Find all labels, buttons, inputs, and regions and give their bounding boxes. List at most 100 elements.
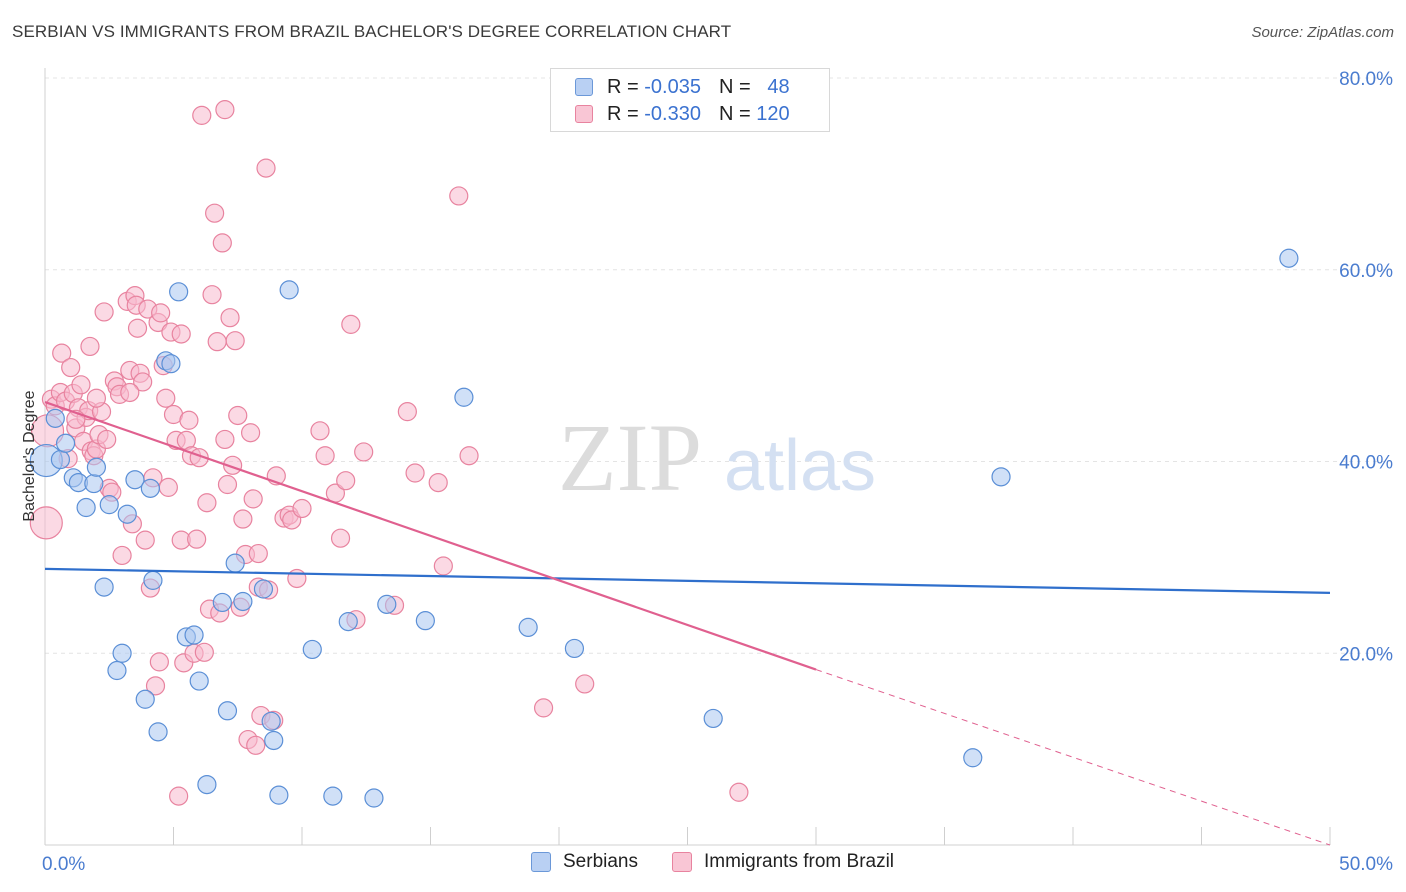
y-tick-label: 80.0%	[1339, 69, 1393, 90]
grid-lines	[45, 77, 1392, 654]
brazil-point	[80, 336, 100, 357]
serbian-point	[564, 638, 585, 659]
brazil-point	[459, 446, 479, 466]
bottom-legend-brazil: Immigrants from Brazil	[672, 851, 894, 873]
serbians-swatch	[575, 78, 593, 96]
brazil-point	[145, 676, 166, 696]
serbian-point	[703, 708, 723, 729]
correlation-legend: R = -0.035 N = 48 R = -0.330 N = 120	[550, 68, 830, 132]
y-axis-label: Bachelor's Degree	[21, 390, 38, 521]
brazil-trend-line	[44, 401, 817, 671]
serbians-trend-line	[44, 567, 1331, 594]
bottom-legend-brazil-label: Immigrants from Brazil	[704, 851, 895, 872]
serbian-point	[323, 786, 343, 806]
brazil-point	[330, 528, 351, 548]
serbian-point	[233, 591, 253, 612]
brazil-point	[248, 543, 268, 564]
serbian-point	[1279, 248, 1299, 268]
brazil-point	[127, 318, 148, 338]
brazil-point	[86, 388, 107, 408]
brazil-point	[156, 388, 176, 408]
serbian-point	[169, 282, 189, 302]
legend-n-label: N =	[718, 75, 751, 98]
brazil-point	[187, 529, 207, 549]
legend-r-value: -0.330	[644, 102, 701, 125]
brazil-point	[233, 509, 253, 529]
serbian-point	[197, 774, 217, 795]
brazil-swatch	[575, 105, 593, 123]
serbians-swatch	[531, 852, 551, 872]
serbian-point	[117, 504, 137, 524]
brazil-point	[310, 421, 330, 441]
serbian-point	[143, 570, 163, 590]
brazil-point	[192, 105, 212, 125]
legend-r-value: -0.035	[644, 75, 701, 98]
tick-labels: 20.0% 40.0% 60.0% 80.0% 0.0% 50.0%	[42, 69, 1393, 875]
brazil-point	[212, 233, 232, 253]
brazil-point	[149, 652, 169, 672]
bottom-legend-serbians-label: Serbians	[563, 851, 638, 872]
brazil-point	[228, 405, 248, 426]
serbian-point	[225, 553, 245, 573]
brazil-point	[29, 506, 63, 540]
y-tick-label: 20.0%	[1339, 644, 1393, 665]
serbian-point	[55, 433, 76, 453]
serbian-point	[261, 711, 281, 731]
serbian-point	[50, 449, 71, 470]
brazil-point	[292, 498, 312, 519]
serbian-point	[84, 473, 104, 494]
legend-n-label: N =	[718, 102, 751, 125]
brazil-point	[336, 471, 356, 491]
serbian-point	[45, 408, 65, 428]
brazil-point	[135, 530, 155, 550]
serbian-point	[364, 788, 384, 808]
brazil-point	[243, 489, 263, 509]
legend-row-serbians: R = -0.035 N = 48	[575, 75, 790, 99]
brazil-point	[241, 423, 261, 443]
serbian-point	[161, 354, 181, 374]
serbian-point	[338, 612, 358, 632]
brazil-point	[179, 410, 199, 430]
legend-r-label: R =	[607, 75, 639, 98]
legend-r-label: R =	[607, 102, 639, 125]
brazil-point	[246, 735, 266, 755]
brazil-point	[225, 331, 245, 351]
brazil-point	[428, 472, 448, 493]
brazil-point	[215, 429, 235, 450]
serbian-point	[991, 467, 1011, 487]
brazil-point	[217, 474, 238, 495]
brazil-point	[151, 303, 171, 323]
brazil-point	[61, 357, 81, 378]
brazil-point	[158, 477, 178, 497]
serbian-point	[454, 387, 474, 407]
source-label: Source: ZipAtlas.com	[1251, 24, 1394, 41]
serbian-point	[112, 643, 132, 663]
serbian-point	[302, 639, 322, 660]
watermark-atlas: atlas	[724, 426, 876, 506]
brazil-point	[112, 545, 132, 566]
brazil-point	[97, 429, 117, 450]
brazil-point	[220, 308, 240, 328]
serbian-point	[99, 495, 119, 515]
serbian-point	[125, 470, 145, 490]
y-tick-label: 60.0%	[1339, 261, 1393, 282]
serbian-point	[415, 611, 435, 631]
brazil-point	[341, 314, 361, 334]
brazil-point	[52, 343, 72, 363]
brazil-point	[71, 375, 91, 395]
brazil-point	[94, 302, 114, 322]
chart-title: SERBIAN VS IMMIGRANTS FROM BRAZIL BACHEL…	[12, 22, 732, 41]
serbian-point	[148, 722, 168, 742]
bottom-legend-serbians: Serbians	[531, 851, 638, 873]
brazil-point	[405, 463, 425, 483]
brazil-point	[287, 568, 307, 589]
serbian-point	[212, 592, 232, 613]
serbian-point	[76, 497, 96, 518]
serbian-point	[184, 625, 204, 645]
brazil-point	[397, 402, 417, 422]
y-tick-label: 40.0%	[1339, 453, 1393, 474]
serbian-point	[264, 730, 284, 751]
brazil-point	[169, 786, 189, 806]
serbian-point	[86, 457, 107, 477]
